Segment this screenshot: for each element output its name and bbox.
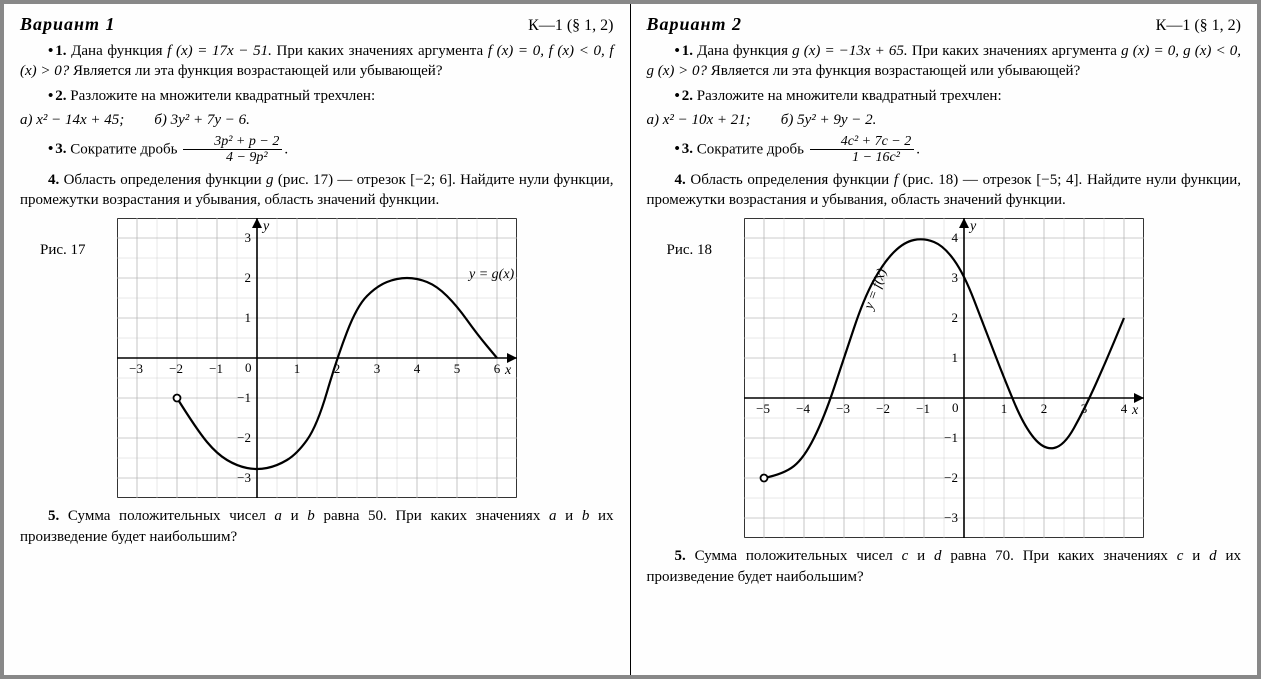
svg-text:−2: −2 — [944, 470, 958, 485]
figure-17: Рис. 17 xy0−3−2−1123456−3−2−1123y = g(x) — [20, 218, 614, 498]
variant-ref: К—1 (§ 1, 2) — [528, 17, 613, 35]
figure-18: Рис. 18 xy0−5−4−3−2−11234−3−2−11234y = f… — [647, 218, 1242, 538]
svg-text:2: 2 — [244, 270, 251, 285]
task-2: 2. Разложите на множители квадратный тре… — [647, 86, 1242, 106]
svg-text:−1: −1 — [237, 390, 251, 405]
page: Вариант 1 К—1 (§ 1, 2) 1. Дана функция f… — [0, 0, 1261, 679]
task-num: 2. — [675, 88, 694, 104]
svg-text:−3: −3 — [836, 401, 850, 416]
svg-text:x: x — [504, 363, 512, 378]
svg-text:−2: −2 — [169, 361, 183, 376]
chart-g: xy0−3−2−1123456−3−2−1123y = g(x) — [117, 218, 517, 498]
svg-text:−4: −4 — [796, 401, 810, 416]
svg-text:1: 1 — [294, 361, 301, 376]
task-1: 1. Дана функция g (x) = −13x + 65. При к… — [647, 41, 1242, 82]
task-5: 5. Сумма положительных чисел a и b равна… — [20, 506, 614, 547]
task-5: 5. Сумма положительных чисел c и d равна… — [647, 546, 1242, 587]
task-3: 3. Сократите дробь 3p² + p − 2 4 − 9p² . — [20, 134, 614, 166]
fraction: 4c² + 7c − 2 1 − 16c² — [810, 134, 915, 166]
svg-text:−1: −1 — [916, 401, 930, 416]
svg-text:y = g(x): y = g(x) — [467, 267, 515, 282]
svg-text:−3: −3 — [129, 361, 143, 376]
task-num: 3. — [48, 141, 67, 157]
fraction: 3p² + p − 2 4 − 9p² — [183, 134, 282, 166]
task-2-options: а) x² − 14x + 45; б) 3y² + 7y − 6. — [20, 110, 614, 130]
svg-text:x: x — [1131, 403, 1139, 418]
task-num: 1. — [675, 43, 694, 59]
svg-text:4: 4 — [951, 230, 958, 245]
task-num: 4. — [48, 172, 59, 188]
svg-text:5: 5 — [454, 361, 461, 376]
task-4: 4. Область определения функции g (рис. 1… — [20, 170, 614, 211]
svg-text:3: 3 — [951, 270, 958, 285]
task-2-options: а) x² − 10x + 21; б) 5y² + 9y − 2. — [647, 110, 1242, 130]
chart-f: xy0−5−4−3−2−11234−3−2−11234y = f(x) — [744, 218, 1144, 538]
task-num: 1. — [48, 43, 67, 59]
task-num: 5. — [675, 548, 686, 564]
svg-text:−2: −2 — [876, 401, 890, 416]
task-4: 4. Область определения функции f (рис. 1… — [647, 170, 1242, 211]
svg-text:y: y — [968, 219, 977, 234]
task-num: 3. — [675, 141, 694, 157]
variant-1-column: Вариант 1 К—1 (§ 1, 2) 1. Дана функция f… — [4, 4, 631, 675]
figure-label: Рис. 18 — [667, 242, 713, 259]
task-num: 5. — [48, 508, 59, 524]
svg-text:−5: −5 — [756, 401, 770, 416]
svg-text:0: 0 — [245, 360, 252, 375]
task-1: 1. Дана функция f (x) = 17x − 51. При ка… — [20, 41, 614, 82]
task-3: 3. Сократите дробь 4c² + 7c − 2 1 − 16c²… — [647, 134, 1242, 166]
svg-text:−2: −2 — [237, 430, 251, 445]
svg-text:y: y — [261, 219, 270, 234]
task-num: 4. — [675, 172, 686, 188]
task-2: 2. Разложите на множители квадратный тре… — [20, 86, 614, 106]
variant-title: Вариант 2 — [647, 14, 743, 35]
svg-text:−3: −3 — [237, 470, 251, 485]
svg-text:−1: −1 — [944, 430, 958, 445]
svg-text:4: 4 — [414, 361, 421, 376]
svg-text:3: 3 — [244, 230, 251, 245]
svg-text:4: 4 — [1121, 401, 1128, 416]
header-v1: Вариант 1 К—1 (§ 1, 2) — [20, 14, 614, 35]
task-num: 2. — [48, 88, 67, 104]
variant-ref: К—1 (§ 1, 2) — [1156, 17, 1241, 35]
figure-label: Рис. 17 — [40, 242, 86, 259]
svg-text:1: 1 — [951, 350, 958, 365]
variant-2-column: Вариант 2 К—1 (§ 1, 2) 1. Дана функция g… — [631, 4, 1258, 675]
svg-text:1: 1 — [1001, 401, 1008, 416]
svg-text:2: 2 — [1041, 401, 1048, 416]
header-v2: Вариант 2 К—1 (§ 1, 2) — [647, 14, 1242, 35]
svg-text:6: 6 — [494, 361, 501, 376]
variant-title: Вариант 1 — [20, 14, 116, 35]
svg-text:2: 2 — [951, 310, 958, 325]
svg-text:−1: −1 — [209, 361, 223, 376]
svg-text:3: 3 — [374, 361, 381, 376]
svg-text:−3: −3 — [944, 510, 958, 525]
svg-text:1: 1 — [244, 310, 251, 325]
svg-text:0: 0 — [952, 400, 959, 415]
